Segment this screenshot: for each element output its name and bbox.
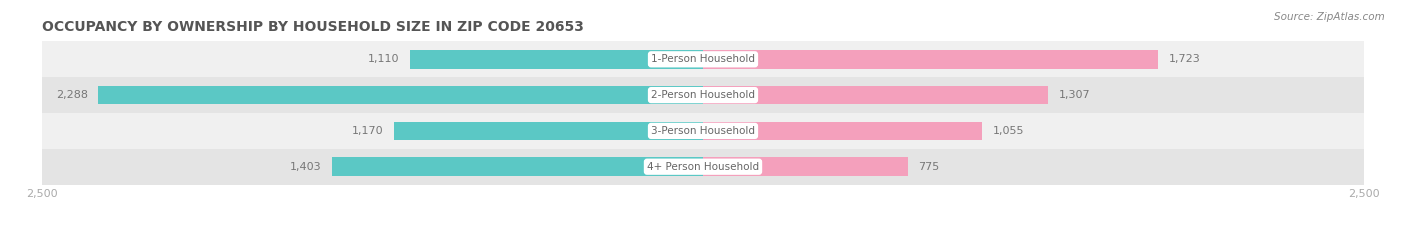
Bar	[42, 149, 1364, 185]
Bar	[703, 50, 1159, 69]
Text: 1,723: 1,723	[1168, 54, 1201, 64]
Bar	[394, 122, 703, 140]
Text: 1,055: 1,055	[993, 126, 1024, 136]
Text: OCCUPANCY BY OWNERSHIP BY HOUSEHOLD SIZE IN ZIP CODE 20653: OCCUPANCY BY OWNERSHIP BY HOUSEHOLD SIZE…	[42, 20, 583, 34]
Bar	[98, 86, 703, 104]
Bar	[332, 158, 703, 176]
Bar	[703, 158, 908, 176]
Text: 775: 775	[918, 162, 939, 172]
Text: 1,307: 1,307	[1059, 90, 1091, 100]
Text: 2,288: 2,288	[56, 90, 87, 100]
Bar	[42, 113, 1364, 149]
Bar	[42, 41, 1364, 77]
Text: 1-Person Household: 1-Person Household	[651, 54, 755, 64]
Text: 2-Person Household: 2-Person Household	[651, 90, 755, 100]
Text: 1,403: 1,403	[290, 162, 322, 172]
Text: 3-Person Household: 3-Person Household	[651, 126, 755, 136]
Bar	[703, 122, 981, 140]
Text: 1,170: 1,170	[352, 126, 384, 136]
Bar	[42, 77, 1364, 113]
Text: 1,110: 1,110	[367, 54, 399, 64]
Text: 4+ Person Household: 4+ Person Household	[647, 162, 759, 172]
Text: Source: ZipAtlas.com: Source: ZipAtlas.com	[1274, 12, 1385, 22]
Bar	[703, 86, 1049, 104]
Bar	[409, 50, 703, 69]
